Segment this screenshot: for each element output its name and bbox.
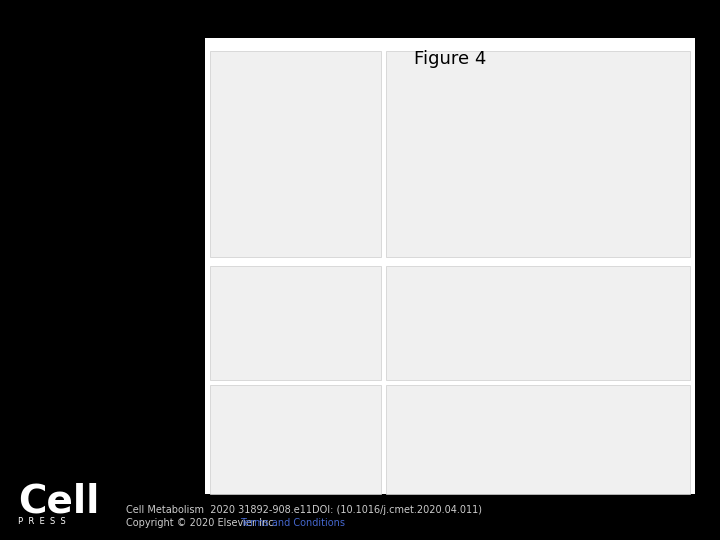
Text: P  R  E  S  S: P R E S S [18,517,66,526]
Bar [387,384,690,494]
Bar [205,38,695,494]
Text: Copyright © 2020 Elsevier Inc.: Copyright © 2020 Elsevier Inc. [126,518,276,528]
Text: Terms and Conditions: Terms and Conditions [240,518,345,528]
Bar [387,266,690,380]
Text: Cell Metabolism  2020 31892-908.e11DOI: (10.1016/j.cmet.2020.04.011): Cell Metabolism 2020 31892-908.e11DOI: (… [126,505,482,515]
Bar [210,266,382,380]
Bar [210,384,382,494]
Text: Figure 4: Figure 4 [414,50,486,68]
Bar [210,51,382,257]
Text: Cell: Cell [18,482,99,520]
Bar [387,51,690,257]
